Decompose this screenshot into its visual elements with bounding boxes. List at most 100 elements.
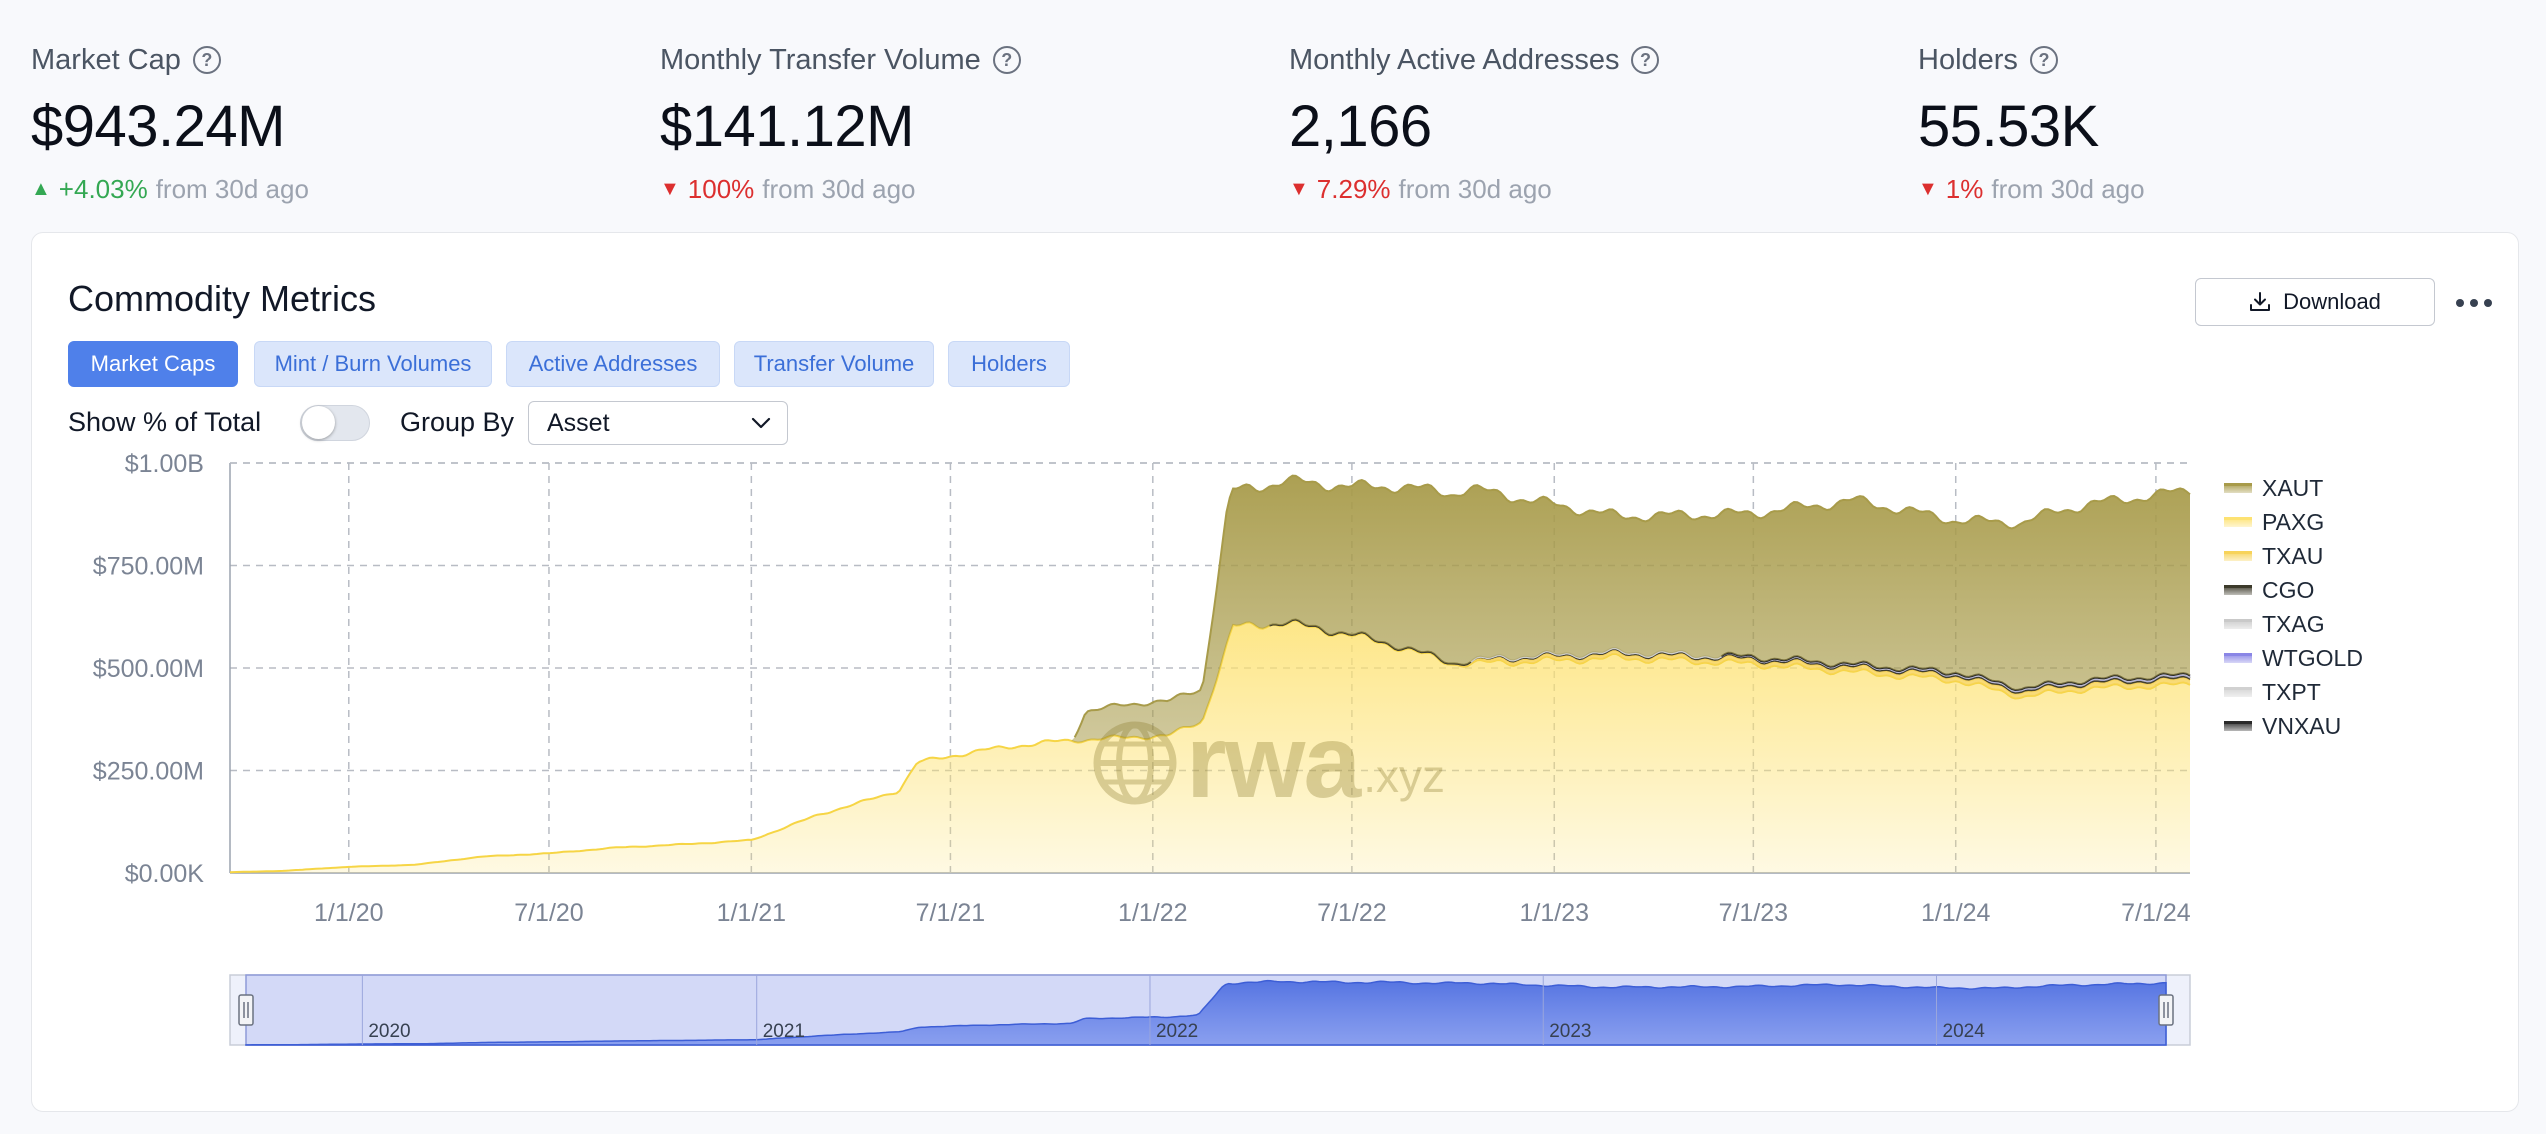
navigator-right-handle[interactable] <box>2158 994 2174 1026</box>
stat-change: ▼ 100% from 30d ago <box>660 174 1260 205</box>
stat-value: 55.53K <box>1918 94 2099 159</box>
legend-swatch <box>2224 551 2252 561</box>
legend-label: WTGOLD <box>2262 644 2363 671</box>
legend-swatch <box>2224 483 2252 493</box>
chart-legend: XAUT PAXG TXAU CGO TXAG WTGOLD TXPT VNXAU <box>2224 471 2484 743</box>
x-tick-label: 1/1/24 <box>1921 899 1991 927</box>
handle-grip <box>2158 994 2174 1026</box>
navigator-year-label: 2023 <box>1549 1021 1591 1042</box>
help-icon[interactable]: ? <box>992 46 1021 74</box>
tab-mint-burn-volumes[interactable]: Mint / Burn Volumes <box>254 341 492 387</box>
legend-item-wtgold[interactable]: WTGOLD <box>2224 641 2484 675</box>
stat-delta-suffix: from 30d ago <box>1398 174 1552 204</box>
line-xaut <box>1073 474 2191 738</box>
navigator-year-label: 2022 <box>1156 1021 1198 1042</box>
stat-holders: Holders? 55.53K ▼ 1% from 30d ago <box>1918 38 2518 205</box>
stat-delta: 1% <box>1945 174 1984 204</box>
legend-label: PAXG <box>2262 508 2325 535</box>
area-paxg <box>230 620 2190 873</box>
stat-delta: 100% <box>687 174 755 204</box>
stat-delta: 7.29% <box>1316 174 1391 204</box>
stat-change: ▼ 1% from 30d ago <box>1918 174 2518 205</box>
stat-change: ▼ 7.29% from 30d ago <box>1289 174 1889 205</box>
dot-icon <box>2484 299 2492 307</box>
triangle-down-icon: ▼ <box>660 178 680 200</box>
chart-controls: Show % of Total Group By Asset <box>68 401 868 445</box>
legend-swatch <box>2224 619 2252 629</box>
help-icon[interactable]: ? <box>1631 46 1660 74</box>
navigator-left-handle[interactable] <box>238 994 254 1026</box>
navigator-year-label: 2021 <box>763 1021 805 1042</box>
download-button[interactable]: Download <box>2195 278 2435 326</box>
y-tick-label: $250.00M <box>93 758 204 786</box>
market-cap-chart: $0.00K $250.00M $500.00M $750.00M $1.00B 1/1/… <box>93 450 2191 1046</box>
toggle-knob <box>302 406 335 439</box>
handle-grip <box>238 994 254 1026</box>
stat-monthly-transfer-volume: Monthly Transfer Volume? $141.12M ▼ 100% f… <box>660 38 1260 205</box>
stat-value: $943.24M <box>31 94 285 159</box>
legend-label: TXAG <box>2262 610 2325 637</box>
y-tick-label: $0.00K <box>125 860 205 888</box>
chevron-down-icon <box>751 417 771 429</box>
legend-item-txau[interactable]: TXAU <box>2224 539 2484 573</box>
stat-delta-suffix: from 30d ago <box>1991 174 2145 204</box>
legend-label: VNXAU <box>2262 712 2342 739</box>
x-tick-label: 1/1/21 <box>717 899 787 927</box>
stat-delta: +4.03% <box>58 174 148 204</box>
plot-areas <box>229 474 2191 874</box>
stat-label: Monthly Transfer Volume <box>660 43 981 76</box>
legend-label: CGO <box>2262 576 2315 603</box>
legend-item-txpt[interactable]: TXPT <box>2224 675 2484 709</box>
card-title: Commodity Metrics <box>68 278 377 319</box>
show-pct-toggle[interactable] <box>300 405 370 441</box>
stat-label: Monthly Active Addresses <box>1289 43 1620 76</box>
legend-swatch <box>2224 585 2252 595</box>
legend-item-cgo[interactable]: CGO <box>2224 573 2484 607</box>
legend-swatch <box>2224 687 2252 697</box>
navigator-year-label: 2020 <box>368 1021 410 1042</box>
stat-delta-suffix: from 30d ago <box>762 174 916 204</box>
tab-active-addresses[interactable]: Active Addresses <box>506 341 720 387</box>
download-label: Download <box>2283 289 2381 314</box>
tab-market-caps[interactable]: Market Caps <box>68 341 238 387</box>
y-tick-label: $1.00B <box>125 450 204 478</box>
more-options-button[interactable] <box>2429 283 2519 323</box>
stat-change: ▲ +4.03% from 30d ago <box>31 174 631 205</box>
stat-market-cap: Market Cap? $943.24M ▲ +4.03% from 30d ago <box>31 38 631 205</box>
x-tick-label: 7/1/21 <box>916 899 986 927</box>
download-icon <box>2250 292 2271 311</box>
x-tick-label: 1/1/22 <box>1118 899 1188 927</box>
stat-value: $141.12M <box>660 94 914 159</box>
plot-axes: $0.00K $250.00M $500.00M $750.00M $1.00B 1/1/… <box>93 450 2191 927</box>
legend-swatch <box>2224 653 2252 663</box>
legend-swatch <box>2224 517 2252 527</box>
tab-transfer-volume[interactable]: Transfer Volume <box>734 341 934 387</box>
group-by-select[interactable]: Asset <box>528 401 788 445</box>
area-xaut <box>230 475 2190 873</box>
stat-label: Holders <box>1918 43 2018 76</box>
navigator-area <box>245 979 2167 1046</box>
stat-label: Market Cap <box>31 43 181 76</box>
y-tick-label: $750.00M <box>93 553 204 581</box>
legend-item-xaut[interactable]: XAUT <box>2224 471 2484 505</box>
legend-item-txag[interactable]: TXAG <box>2224 607 2484 641</box>
x-tick-label: 7/1/24 <box>2121 899 2191 927</box>
legend-item-vnxau[interactable]: VNXAU <box>2224 709 2484 743</box>
stat-value: 2,166 <box>1289 94 1432 159</box>
y-tick-label: $500.00M <box>93 655 204 683</box>
group-by-label: Group By <box>400 407 515 437</box>
legend-label: TXAU <box>2262 542 2324 569</box>
help-icon[interactable]: ? <box>2029 46 2058 74</box>
triangle-down-icon: ▼ <box>1918 178 1938 200</box>
triangle-up-icon: ▲ <box>31 178 51 200</box>
help-icon[interactable]: ? <box>192 46 221 74</box>
x-tick-label: 7/1/23 <box>1719 899 1789 927</box>
tab-holders[interactable]: Holders <box>948 341 1070 387</box>
group-by-value: Asset <box>547 408 610 437</box>
stat-monthly-active-addresses: Monthly Active Addresses? 2,166 ▼ 7.29% fr… <box>1289 38 1889 205</box>
legend-item-paxg[interactable]: PAXG <box>2224 505 2484 539</box>
legend-swatch <box>2224 721 2252 731</box>
stat-delta-suffix: from 30d ago <box>155 174 309 204</box>
legend-label: TXPT <box>2262 678 2321 705</box>
dot-icon <box>2456 299 2464 307</box>
